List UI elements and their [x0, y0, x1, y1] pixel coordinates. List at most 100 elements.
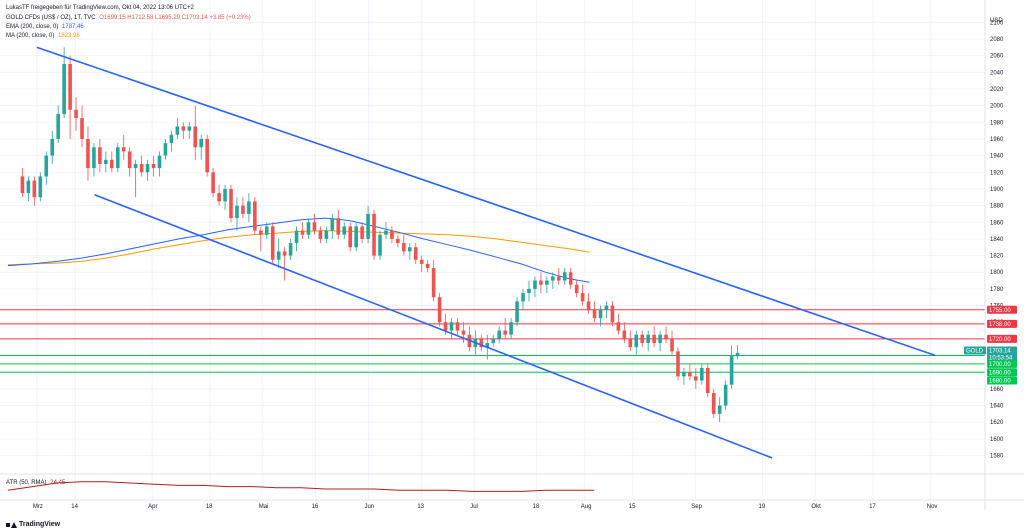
- ma-value: 1823.96: [58, 33, 80, 39]
- candle-body: [670, 338, 674, 352]
- candle-body: [682, 372, 686, 377]
- candle-body: [723, 384, 728, 406]
- candle-body: [110, 159, 114, 169]
- candle-body: [449, 322, 454, 331]
- ema-value: 1787.46: [62, 24, 84, 30]
- x-tick-label: 15: [629, 504, 636, 510]
- candle-body: [413, 247, 418, 260]
- candle-body: [264, 226, 269, 235]
- candle-body: [241, 205, 245, 214]
- price-badge-label: 1738.00: [989, 322, 1011, 328]
- candle-body: [509, 322, 513, 335]
- price-badge-label: 1703.14: [989, 349, 1011, 355]
- candle-body: [139, 163, 144, 173]
- candle-body: [622, 330, 627, 339]
- x-tick-label: 13: [417, 504, 424, 510]
- candle-body: [556, 276, 561, 281]
- candle-body: [56, 113, 60, 139]
- ma-legend[interactable]: MA (200, close, 0) 1823.96: [6, 32, 80, 40]
- candle-body: [461, 330, 466, 335]
- candle-body: [503, 330, 507, 335]
- x-tick-label: 16: [312, 504, 319, 510]
- candle-body: [574, 284, 579, 294]
- candle-body: [151, 163, 156, 169]
- price-badge-last: [987, 346, 1017, 355]
- candle-body: [562, 272, 567, 281]
- time-axis[interactable]: Mrz 14 Apr 18 Mai 16 Jun 13 Jul 18 Aug 15 Sep 19 Okt 17…: [0, 499, 1024, 510]
- price-badge-label: 1720.00: [989, 337, 1011, 343]
- candle-body: [497, 330, 501, 339]
- candle-body: [342, 226, 347, 235]
- price-badge-label: 10:53:54: [989, 355, 1013, 361]
- y-tick-label: 1920: [990, 170, 1004, 176]
- candle-body: [521, 293, 525, 302]
- atr-legend[interactable]: ATR (50, RMA) 24.45: [6, 479, 65, 487]
- candle-body: [294, 230, 299, 244]
- candle-body: [658, 334, 662, 344]
- y-axis-unit: USD: [990, 18, 1003, 24]
- candle-body: [390, 230, 394, 239]
- price-axis[interactable]: 1580160016201640166016801700172017401760…: [984, 0, 1004, 510]
- price-badge-label: 1680.00: [989, 379, 1011, 385]
- x-tick-label: Nov: [927, 504, 938, 510]
- price-badge-resistance: [987, 334, 1017, 343]
- y-tick-label: 2100: [990, 20, 1004, 26]
- candle-body: [598, 309, 603, 319]
- candle-body: [735, 352, 740, 357]
- candle-body: [306, 222, 311, 235]
- y-tick-label: 1940: [990, 154, 1004, 160]
- tradingview-logo[interactable]: TradingView: [6, 521, 60, 528]
- candle-body: [104, 159, 108, 164]
- price-badge-support: [987, 359, 1017, 368]
- x-tick-label: Jul: [470, 504, 478, 510]
- candle-body: [533, 280, 537, 289]
- candle-body: [318, 230, 323, 239]
- candle-body: [360, 226, 364, 239]
- candle-body: [187, 126, 192, 131]
- candle-body: [539, 280, 543, 285]
- price-badge-support: [987, 368, 1017, 377]
- candle-body: [121, 147, 126, 152]
- y-tick-label: 1880: [990, 204, 1004, 210]
- price-badges: 1755.00 1738.00 1720.00 GOLD 1703.1410:53:54…: [964, 305, 1017, 385]
- atr-label: ATR (50, RMA): [6, 480, 47, 486]
- candle-body: [259, 230, 263, 235]
- candle-body: [247, 201, 251, 214]
- candle-body: [729, 355, 734, 385]
- candle-body: [288, 243, 293, 256]
- tradingview-logo-icon: [6, 521, 17, 528]
- candle-body: [479, 338, 484, 348]
- candle-body: [50, 138, 55, 156]
- y-tick-label: 1820: [990, 254, 1004, 260]
- x-tick-label: Aug: [581, 504, 592, 510]
- candle-body: [98, 147, 102, 164]
- y-tick-label: 1900: [990, 187, 1004, 193]
- candle-body: [229, 188, 233, 219]
- candle-body: [157, 155, 162, 169]
- candle-body: [366, 213, 370, 239]
- candle-body: [169, 134, 174, 144]
- candle-body: [312, 222, 317, 231]
- candle-body: [181, 126, 186, 131]
- attribution-text: LukasTF freigegeben für TradingView.com,…: [6, 5, 194, 11]
- candle-body: [217, 193, 221, 202]
- candle-body: [646, 334, 650, 344]
- candle-body: [592, 309, 597, 319]
- candle-body: [62, 63, 66, 114]
- ema-legend[interactable]: EMA (200, close, 0) 1787.46: [6, 23, 84, 31]
- candle-body: [664, 334, 668, 339]
- candle-body: [276, 251, 281, 260]
- candle-body: [115, 147, 120, 169]
- tradingview-logo-text: TradingView: [19, 521, 61, 528]
- ma-label: MA (200, close, 0): [6, 33, 55, 39]
- candle-body: [604, 305, 609, 310]
- channel-lower-trendline: [94, 194, 773, 459]
- candle-body: [437, 297, 442, 323]
- ma-200-line: [7, 230, 590, 266]
- candle-body: [419, 259, 424, 264]
- candle-body: [515, 301, 519, 323]
- ema-label: EMA (200, close, 0): [6, 24, 59, 30]
- candle-body: [127, 151, 132, 169]
- symbol-legend[interactable]: GOLD CFDs (US$ / OZ), 1T, TVC O1699.15 H…: [6, 14, 251, 22]
